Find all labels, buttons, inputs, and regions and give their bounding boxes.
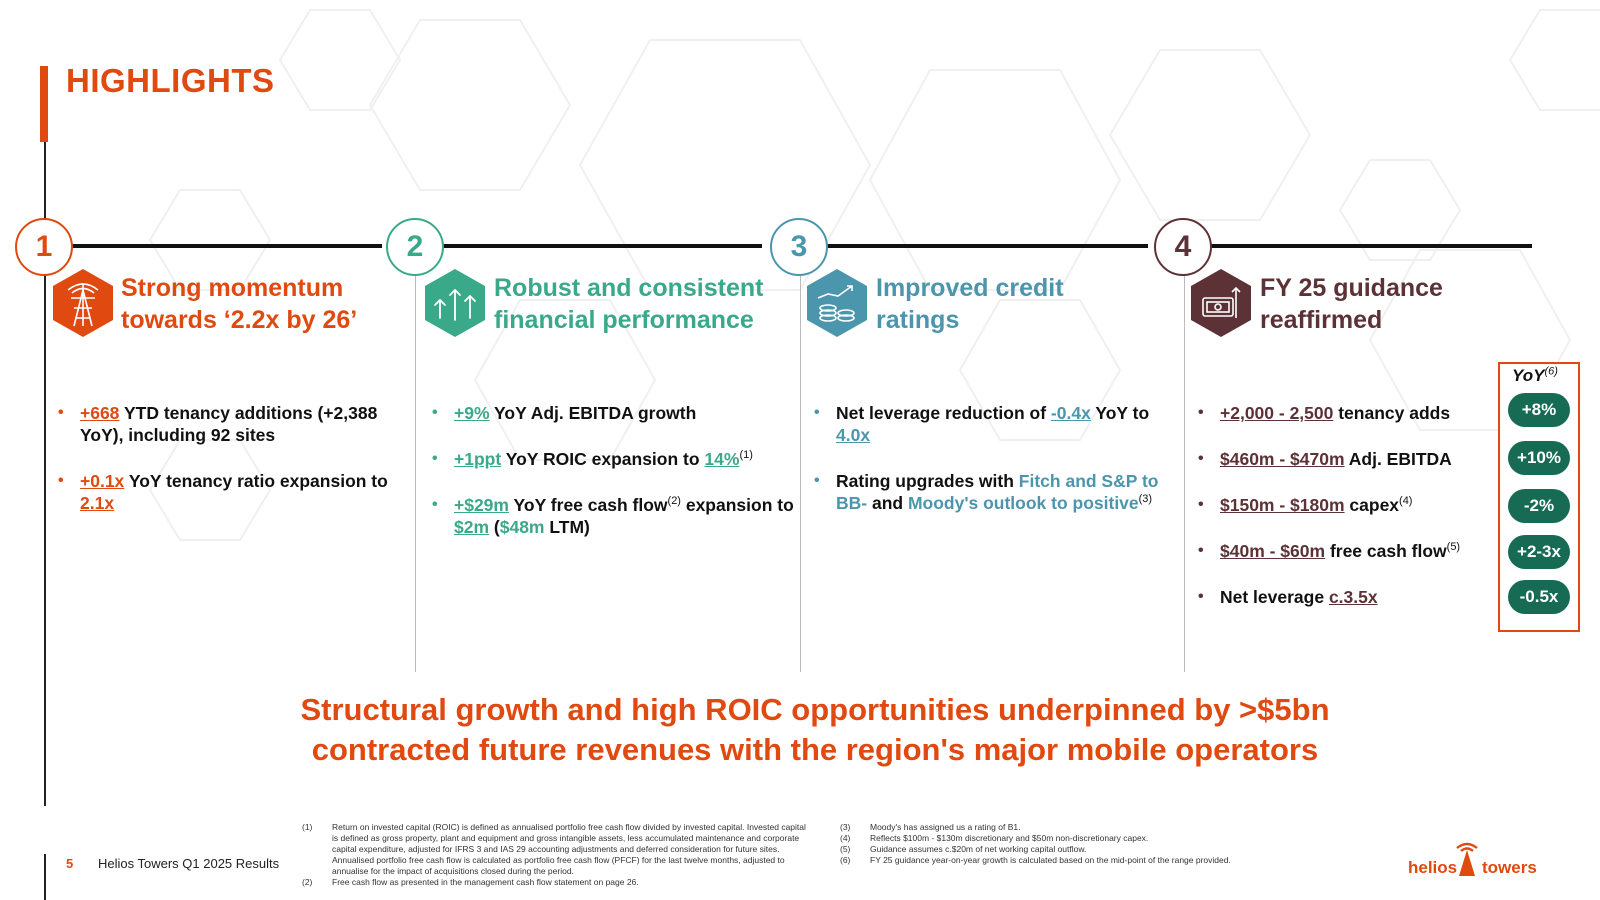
list-item: • Rating upgrades with Fitch and S&P to B…	[814, 471, 1159, 513]
column-divider	[1184, 274, 1185, 672]
footnote: (6) FY 25 guidance year-on-year growth is…	[840, 855, 1231, 865]
footnote: (4) Reflects $100m - $130m discretionary …	[840, 833, 1149, 843]
timeline-line-3	[824, 244, 1148, 248]
list-item: • +9% YoY Adj. EBITDA growth	[432, 403, 697, 423]
column-divider	[800, 274, 801, 672]
column-divider	[415, 274, 416, 672]
yoy-badge: -2%	[1508, 489, 1570, 523]
financial-bullets: • +9% YoY Adj. EBITDA growth • +1ppt YoY R…	[430, 402, 800, 562]
footnote: (3) Moody's has assigned us a rating of B…	[840, 822, 1021, 832]
yoy-badge: +10%	[1508, 441, 1570, 475]
footnote: (1) Return on invested capital (ROIC) is …	[302, 822, 806, 876]
cash-register-icon	[1191, 269, 1251, 337]
footnote: (5) Guidance assumes c.$20m of net workin…	[840, 844, 1087, 854]
logo-text-left: helios	[1408, 858, 1458, 877]
column-title-momentum: Strong momentum towards ‘2.2x by 26’	[121, 274, 358, 334]
footer-title: Helios Towers Q1 2025 Results	[98, 856, 280, 871]
list-item: • Net leverage reduction of -0.4x YoY to …	[814, 403, 1150, 445]
list-item: • Net leverage c.3.5x	[1198, 587, 1378, 607]
yoy-badge: +8%	[1508, 393, 1570, 427]
column-title-guidance: FY 25 guidance reaffirmed	[1260, 274, 1443, 334]
column-title-financial: Robust and consistent financial performa…	[494, 274, 764, 334]
footnotes-left: (1) Return on invested capital (ROIC) is …	[302, 822, 812, 888]
yoy-badge: -0.5x	[1508, 580, 1570, 614]
credit-bullets: • Net leverage reduction of -0.4x YoY to …	[812, 402, 1172, 538]
conclusion-statement: Structural growth and high ROIC opportun…	[300, 692, 1330, 767]
list-item: • +$29m YoY free cash flow(2) expansion t…	[432, 495, 794, 537]
guidance-bullets: • +2,000 - 2,500 tenancy adds • $460m - $4…	[1196, 402, 1496, 632]
helios-towers-logo-icon	[1456, 842, 1478, 876]
list-item: • +1ppt YoY ROIC expansion to 14%(1)	[432, 449, 753, 469]
list-item: • +668 YTD tenancy additions (+2,388 YoY)…	[58, 403, 378, 445]
column-title-credit: Improved credit ratings	[876, 274, 1064, 334]
list-item: • +2,000 - 2,500 tenancy adds	[1198, 403, 1451, 423]
growth-arrows-icon	[425, 269, 485, 337]
yoy-badge: +2-3x	[1508, 535, 1570, 569]
step-number-4: 4	[1154, 218, 1212, 276]
list-item: • $460m - $470m Adj. EBITDA	[1198, 449, 1452, 469]
page-title: HIGHLIGHTS	[66, 62, 275, 99]
list-item: • $150m - $180m capex(4)	[1198, 495, 1413, 515]
list-item: • +0.1x YoY tenancy ratio expansion to 2.…	[58, 471, 388, 513]
coins-chart-icon	[807, 269, 867, 337]
step-number-3: 3	[770, 218, 828, 276]
footnotes-right: (3) Moody's has assigned us a rating of B…	[840, 822, 1300, 866]
timeline-line-4	[1210, 244, 1532, 248]
yoy-label: YoY(6)	[1512, 365, 1558, 385]
step-number-2: 2	[386, 218, 444, 276]
footnote: (2) Free cash flow as presented in the ma…	[302, 877, 639, 887]
timeline-line-1	[72, 244, 382, 248]
page-number: 5	[66, 856, 74, 871]
tower-icon	[53, 269, 113, 337]
timeline-line-2	[440, 244, 762, 248]
step-number-1: 1	[15, 218, 73, 276]
logo-text-right: towers	[1482, 858, 1537, 877]
list-item: • $40m - $60m free cash flow(5)	[1198, 541, 1461, 561]
footer-rule	[44, 854, 46, 900]
momentum-bullets: • +668 YTD tenancy additions (+2,388 YoY)…	[56, 402, 406, 538]
left-vertical-rule	[44, 66, 46, 806]
title-accent-bar	[40, 66, 48, 142]
